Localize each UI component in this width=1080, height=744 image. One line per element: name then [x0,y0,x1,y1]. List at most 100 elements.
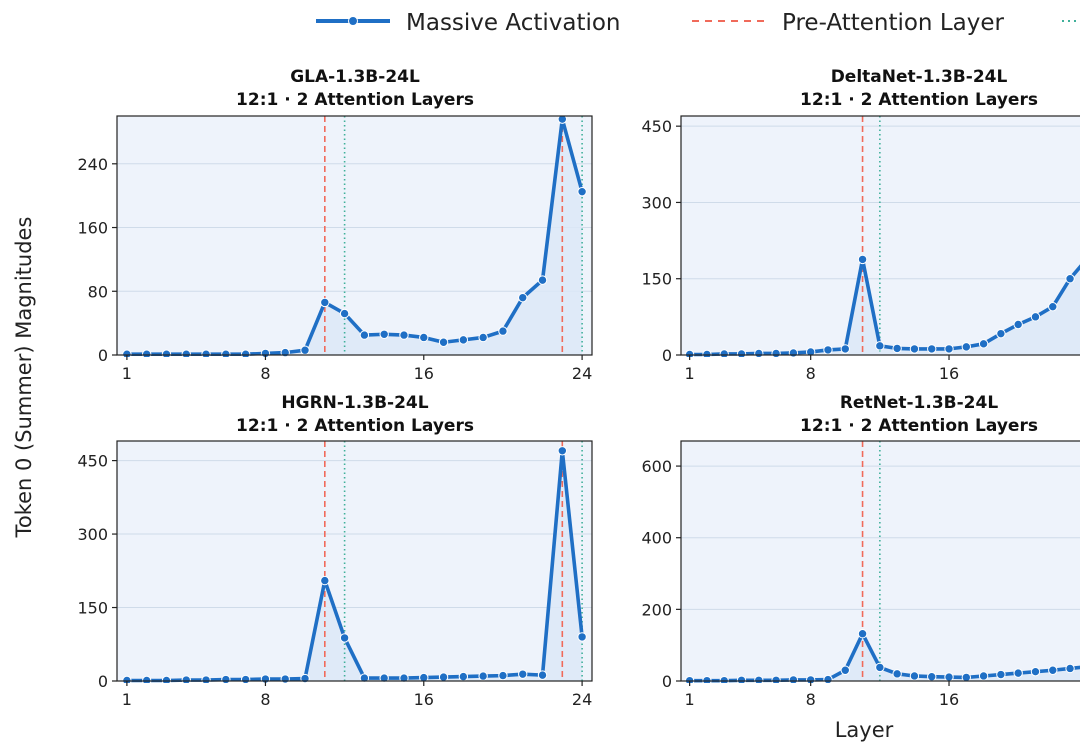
data-point [339,308,350,319]
data-point [1030,312,1041,322]
data-point [1065,663,1075,674]
data-point [875,341,885,351]
data-point [771,675,781,683]
y-tick-label: 0 [98,672,108,691]
x-tick-label: 24 [572,364,592,383]
data-point [1065,274,1075,284]
x-tick-label: 16 [414,364,434,383]
data-point [458,671,469,682]
data-point [892,669,902,679]
panel-deltanet: DeltaNet-1.3B-24L 12:1 · 2 Attention Lay… [641,67,1080,383]
data-point [201,349,211,357]
panel-hgrn: HGRN-1.3B-24L 12:1 · 2 Attention Layers … [77,393,593,709]
x-tick-label: 16 [939,690,959,709]
x-tick-label: 16 [414,690,434,709]
data-point [181,675,191,683]
data-point [857,254,868,265]
x-tick-label: 16 [939,364,959,383]
y-tick-label: 150 [641,270,672,289]
data-point [978,339,989,349]
data-point [1048,301,1058,312]
x-tick-label: 8 [260,690,270,709]
data-point [161,349,172,357]
panel-subtitle-hgrn: 12:1 · 2 Attention Layers [236,416,474,436]
data-point [754,675,764,683]
legend-item-massive-activation: Massive Activation [316,10,621,36]
legend-label-pre-attention-layer: Pre-Attention Layer [782,10,1004,36]
y-tick-label: 240 [77,155,108,174]
y-tick-label: 0 [662,346,672,365]
panel-retnet: RetNet-1.3B-24L 12:1 · 2 Attention Layer… [641,393,1080,709]
data-point [379,329,389,339]
x-tick-label: 24 [572,690,592,709]
data-point [719,349,729,357]
data-point [823,674,833,683]
data-point [518,669,528,679]
data-point [498,670,508,681]
plot-content-hgrn [117,441,592,683]
data-point [419,332,429,343]
data-point [577,186,587,197]
data-point [141,349,152,357]
plot-area-retnet [681,441,1080,681]
data-point [788,675,799,683]
plot-content-gla [117,114,592,357]
data-point [823,345,833,355]
data-point [961,672,972,683]
plot-area-hgrn [117,441,592,681]
figure-x-axis-label: Layer [835,718,894,742]
x-tick-label: 8 [806,364,816,383]
data-point [961,342,972,352]
panel-gla: GLA-1.3B-24L 12:1 · 2 Attention Layers 0… [77,67,593,383]
data-point [909,344,920,354]
series-area [689,633,1080,681]
y-tick-label: 450 [77,452,108,471]
data-point [399,673,409,683]
data-point [438,337,449,347]
data-point [875,662,885,673]
data-point [458,335,469,345]
data-point [1048,665,1058,675]
y-tick-label: 0 [662,672,672,691]
legend-item-pre-attention-layer: Pre-Attention Layer [692,10,1004,36]
data-point [478,332,488,343]
panel-title-hgrn: HGRN-1.3B-24L [281,393,428,413]
data-point [240,349,251,357]
data-point [927,672,937,682]
data-point [359,330,370,340]
data-point [754,348,764,357]
y-tick-label: 200 [641,600,672,619]
axes-frame [116,115,593,356]
data-point [978,671,989,681]
data-point [201,675,211,683]
x-tick-label: 8 [806,690,816,709]
x-tick-label: 1 [122,364,132,383]
data-point [438,672,449,682]
data-point [996,328,1006,339]
data-point [771,348,781,357]
figure-y-axis-label: Token 0 (Summer) Magnitudes [12,217,36,539]
data-point [736,349,747,357]
data-point [320,575,330,586]
data-point [788,348,799,357]
data-point [537,670,548,680]
data-point [857,629,868,639]
data-point [557,446,568,456]
panel-title-deltanet: DeltaNet-1.3B-24L [831,67,1008,87]
data-point [498,326,508,336]
x-tick-label: 1 [685,690,695,709]
y-tick-label: 0 [98,346,108,365]
data-point [537,275,548,285]
data-point [944,672,954,682]
panel-subtitle-gla: 12:1 · 2 Attention Layers [236,90,474,110]
panel-subtitle-retnet: 12:1 · 2 Attention Layers [800,416,1038,436]
data-point [1013,668,1023,678]
y-tick-label: 150 [77,599,108,618]
data-point [339,633,350,643]
data-point [909,671,920,681]
data-point [557,114,568,124]
data-point [1013,319,1023,330]
data-point [221,349,231,357]
data-point [518,292,528,303]
data-point [577,632,587,642]
